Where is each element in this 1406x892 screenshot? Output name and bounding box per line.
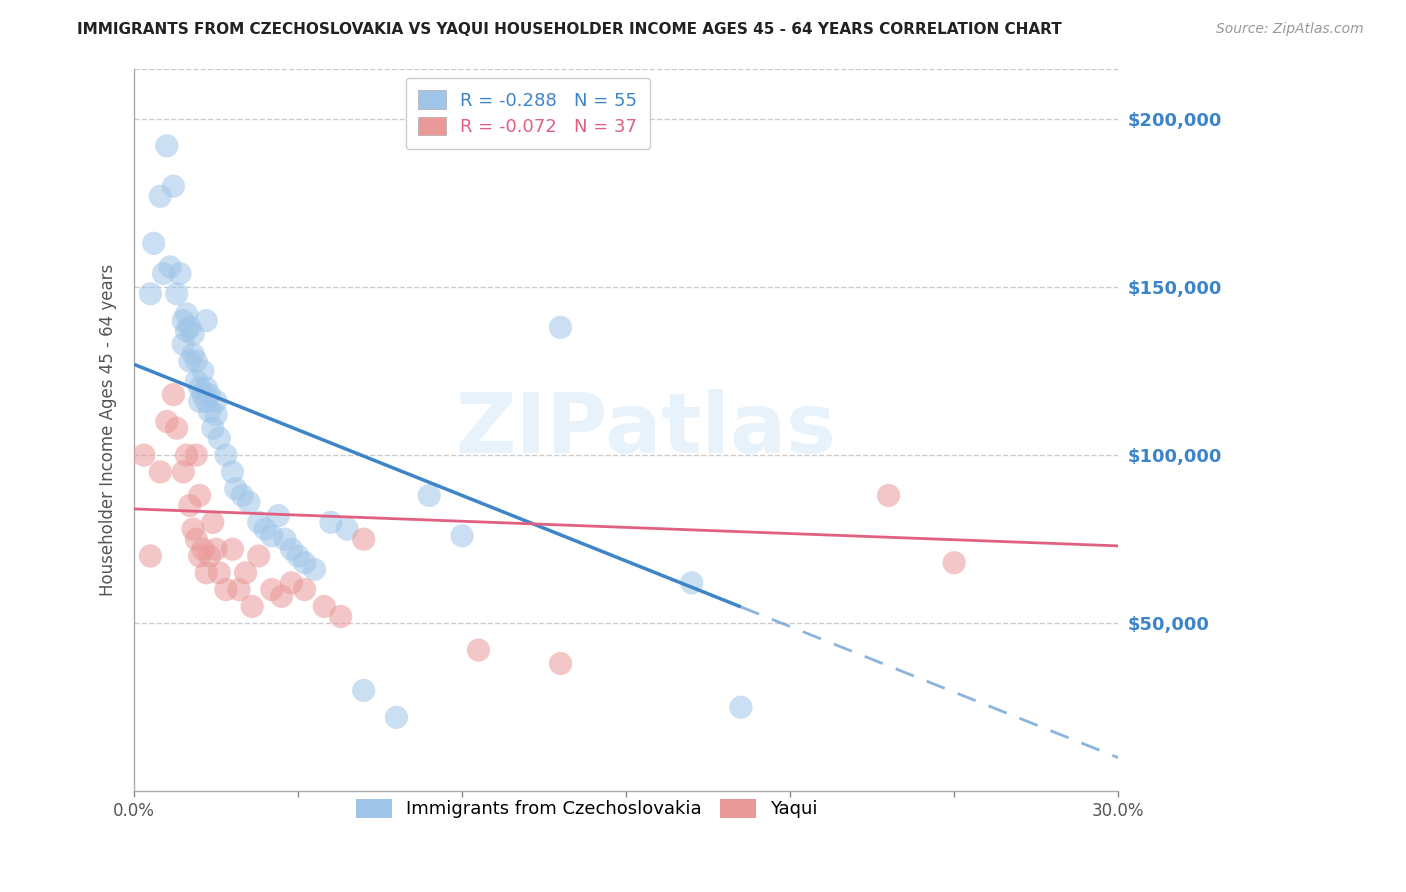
Point bbox=[139, 549, 162, 563]
Point bbox=[176, 307, 198, 321]
Point bbox=[188, 549, 211, 563]
Point bbox=[294, 556, 316, 570]
Point bbox=[287, 549, 309, 563]
Point bbox=[205, 394, 228, 409]
Point bbox=[231, 488, 253, 502]
Point bbox=[152, 267, 174, 281]
Point bbox=[467, 643, 489, 657]
Point bbox=[228, 582, 250, 597]
Point bbox=[198, 387, 221, 401]
Point bbox=[156, 415, 179, 429]
Point bbox=[240, 599, 263, 614]
Point bbox=[254, 522, 277, 536]
Point bbox=[149, 465, 172, 479]
Point bbox=[280, 542, 302, 557]
Point bbox=[418, 488, 440, 502]
Point bbox=[132, 448, 155, 462]
Point bbox=[188, 394, 211, 409]
Point bbox=[195, 394, 218, 409]
Point bbox=[166, 421, 188, 435]
Point bbox=[681, 575, 703, 590]
Point bbox=[179, 354, 201, 368]
Point bbox=[198, 549, 221, 563]
Point bbox=[186, 374, 208, 388]
Point bbox=[270, 590, 292, 604]
Text: Source: ZipAtlas.com: Source: ZipAtlas.com bbox=[1216, 22, 1364, 37]
Point bbox=[215, 448, 238, 462]
Point bbox=[181, 327, 204, 342]
Point bbox=[225, 482, 247, 496]
Point bbox=[191, 364, 214, 378]
Point bbox=[166, 286, 188, 301]
Point bbox=[176, 324, 198, 338]
Point bbox=[172, 337, 194, 351]
Point bbox=[314, 599, 336, 614]
Point bbox=[877, 488, 900, 502]
Point bbox=[198, 404, 221, 418]
Point bbox=[943, 556, 966, 570]
Point bbox=[191, 387, 214, 401]
Point bbox=[353, 683, 375, 698]
Legend: Immigrants from Czechoslovakia, Yaqui: Immigrants from Czechoslovakia, Yaqui bbox=[349, 792, 825, 826]
Point bbox=[195, 381, 218, 395]
Point bbox=[188, 381, 211, 395]
Point bbox=[353, 532, 375, 546]
Point bbox=[172, 313, 194, 327]
Point bbox=[176, 448, 198, 462]
Point bbox=[260, 582, 283, 597]
Text: ZIPatlas: ZIPatlas bbox=[456, 390, 837, 470]
Point bbox=[181, 522, 204, 536]
Y-axis label: Householder Income Ages 45 - 64 years: Householder Income Ages 45 - 64 years bbox=[100, 264, 117, 596]
Point bbox=[186, 532, 208, 546]
Point bbox=[179, 320, 201, 334]
Point bbox=[172, 465, 194, 479]
Point bbox=[205, 408, 228, 422]
Point bbox=[195, 313, 218, 327]
Point bbox=[162, 179, 184, 194]
Point bbox=[451, 529, 474, 543]
Point bbox=[142, 236, 165, 251]
Point bbox=[550, 657, 572, 671]
Point bbox=[201, 516, 224, 530]
Point bbox=[186, 448, 208, 462]
Point bbox=[385, 710, 408, 724]
Point bbox=[329, 609, 352, 624]
Point bbox=[208, 566, 231, 580]
Point bbox=[247, 549, 270, 563]
Point bbox=[191, 542, 214, 557]
Point bbox=[550, 320, 572, 334]
Point bbox=[235, 566, 257, 580]
Point bbox=[221, 542, 243, 557]
Point bbox=[208, 431, 231, 445]
Point bbox=[139, 286, 162, 301]
Point bbox=[336, 522, 359, 536]
Point bbox=[188, 488, 211, 502]
Point bbox=[267, 508, 290, 523]
Point bbox=[294, 582, 316, 597]
Point bbox=[280, 575, 302, 590]
Point bbox=[238, 495, 260, 509]
Point bbox=[247, 516, 270, 530]
Point bbox=[179, 499, 201, 513]
Point bbox=[274, 532, 297, 546]
Point bbox=[162, 387, 184, 401]
Point bbox=[159, 260, 181, 274]
Point bbox=[186, 354, 208, 368]
Point bbox=[304, 562, 326, 576]
Point bbox=[260, 529, 283, 543]
Point bbox=[215, 582, 238, 597]
Point bbox=[730, 700, 752, 714]
Point bbox=[195, 566, 218, 580]
Point bbox=[169, 267, 191, 281]
Point bbox=[149, 189, 172, 203]
Point bbox=[221, 465, 243, 479]
Text: IMMIGRANTS FROM CZECHOSLOVAKIA VS YAQUI HOUSEHOLDER INCOME AGES 45 - 64 YEARS CO: IMMIGRANTS FROM CZECHOSLOVAKIA VS YAQUI … bbox=[77, 22, 1062, 37]
Point bbox=[205, 542, 228, 557]
Point bbox=[156, 138, 179, 153]
Point bbox=[319, 516, 342, 530]
Point bbox=[181, 347, 204, 361]
Point bbox=[201, 421, 224, 435]
